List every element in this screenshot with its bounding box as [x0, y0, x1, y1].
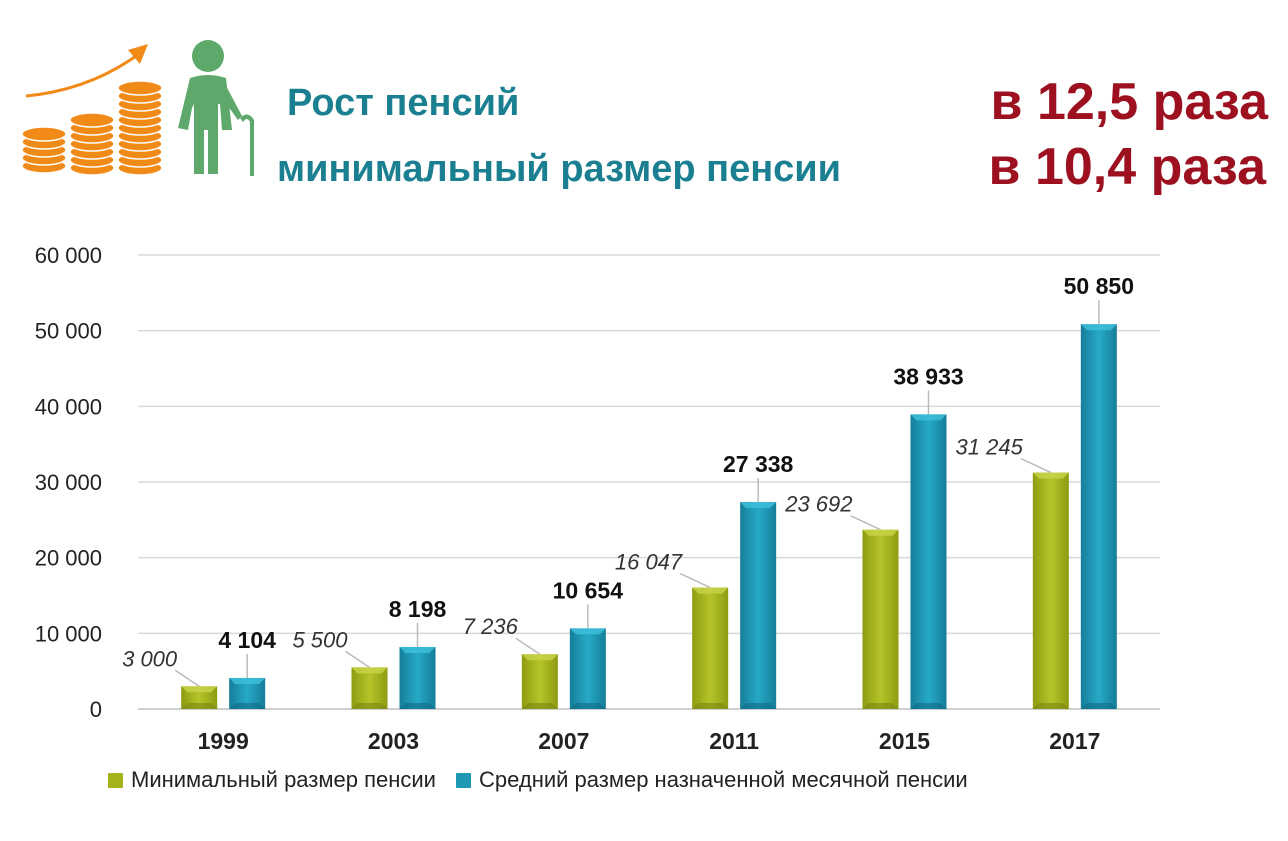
data-label-min: 23 692 [784, 492, 852, 517]
bar-bevel-bottom [181, 703, 218, 709]
x-tick-label: 2003 [368, 728, 419, 754]
bar-bevel-bottom [569, 703, 606, 709]
growth-factor-1: в 12,5 раза [990, 73, 1268, 131]
legend-swatch-min [108, 772, 123, 788]
data-label-min: 3 000 [122, 646, 178, 671]
y-tick-label: 0 [90, 697, 102, 722]
bar-bevel-top [910, 414, 947, 421]
bar-bevel-top [181, 686, 218, 693]
bar-min: 7 236 [463, 614, 558, 709]
legend: Минимальный размер пенсии Средний размер… [108, 764, 988, 796]
growth-arrow-icon [25, 44, 148, 98]
bar-bevel-bottom [399, 703, 436, 709]
y-tick-label: 20 000 [35, 546, 102, 571]
growth-factor-2: в 10,4 раза [988, 138, 1266, 196]
bar-body [521, 654, 558, 709]
bar-bevel-top [569, 628, 606, 635]
title-line-2: минимальный размер пенсии [277, 148, 842, 190]
bar-bevel-top [229, 677, 266, 684]
bar-bevel-top [740, 502, 777, 509]
bar-body [351, 667, 388, 709]
bar-bevel-bottom [521, 703, 558, 709]
bar-body [1080, 324, 1117, 709]
bar-bevel-top [1032, 472, 1069, 479]
y-tick-label: 50 000 [35, 319, 102, 344]
data-label-avg: 10 654 [553, 577, 624, 603]
pension-bar-chart: 0 10 000 20 000 30 000 40 000 50 000 60 000 3 … [35, 243, 1160, 754]
data-label-min: 7 236 [463, 614, 519, 639]
elderly-person-icon [178, 40, 254, 176]
title-line-1: Рост пенсий [287, 82, 520, 124]
legend-label-min: Минимальный размер пенсии [131, 767, 436, 792]
bar-bevel-bottom [229, 703, 266, 709]
bar-avg: 4 104 [218, 627, 276, 709]
data-label-avg: 50 850 [1064, 273, 1134, 299]
bar-body [740, 502, 777, 709]
bar-min: 16 047 [615, 550, 729, 709]
legend-label-avg: Средний размер назначенной месячной пенс… [478, 767, 968, 792]
bar-bevel-top [1080, 324, 1117, 331]
bar-bevel-top [351, 667, 388, 674]
data-label-avg: 38 933 [893, 363, 963, 389]
data-label-avg: 8 198 [389, 596, 447, 622]
header-illustration [21, 40, 254, 176]
x-tick-label: 2017 [1049, 728, 1100, 754]
x-tick-label: 1999 [198, 728, 249, 754]
x-tick-label: 2011 [709, 728, 759, 754]
data-label-avg: 4 104 [218, 627, 276, 653]
bar-bevel-top [521, 654, 558, 661]
bar-min: 31 245 [956, 435, 1069, 709]
legend-item-min: Минимальный размер пенсии [108, 767, 436, 793]
x-tick-label: 2007 [538, 728, 589, 754]
bar-bevel-bottom [910, 703, 947, 709]
bar-bevel-bottom [692, 703, 729, 709]
bar-min: 5 500 [292, 627, 388, 709]
bar-bevel-top [399, 646, 436, 653]
y-tick-label: 30 000 [35, 470, 102, 495]
legend-item-avg: Средний размер назначенной месячной пенс… [455, 767, 968, 793]
bar-body [692, 587, 729, 709]
y-axis-ticks: 0 10 000 20 000 30 000 40 000 50 000 60 000 [35, 243, 102, 722]
bar-avg: 27 338 [723, 451, 794, 709]
x-axis-ticks: 1999 2003 2007 2011 2015 2017 [198, 728, 1101, 754]
bar-body [399, 646, 436, 709]
data-label-min: 16 047 [615, 550, 683, 575]
coin-stacks-icon [21, 80, 163, 176]
data-label-leader [174, 669, 200, 687]
bar-bevel-bottom [862, 703, 899, 709]
y-tick-label: 60 000 [35, 243, 102, 268]
data-label-min: 5 500 [292, 627, 348, 652]
gridlines [138, 254, 1160, 710]
bar-avg: 8 198 [389, 596, 447, 709]
bar-bevel-top [692, 587, 729, 594]
bar-bevel-top [862, 529, 899, 536]
bar-bevel-bottom [740, 703, 777, 709]
legend-swatch-avg [455, 772, 471, 788]
data-label-leader [1020, 457, 1052, 474]
bar-body [910, 414, 947, 709]
data-label-leader [515, 637, 541, 655]
bar-body [569, 628, 606, 709]
data-label-avg: 27 338 [723, 451, 794, 477]
bar-bevel-bottom [351, 703, 388, 709]
bar-avg: 50 850 [1064, 273, 1134, 709]
x-tick-label: 2015 [879, 728, 930, 754]
bar-min: 3 000 [122, 646, 218, 709]
y-tick-label: 40 000 [35, 394, 102, 419]
bar-min: 23 692 [784, 492, 899, 709]
y-tick-label: 10 000 [35, 621, 102, 646]
bar-avg: 38 933 [893, 363, 964, 709]
bar-bevel-bottom [1032, 703, 1069, 709]
bar-bevel-bottom [1080, 703, 1117, 709]
data-label-leader [345, 650, 370, 669]
data-label-leader [679, 572, 711, 589]
data-label-min: 31 245 [956, 435, 1024, 460]
data-label-leader [850, 515, 881, 531]
bar-avg: 10 654 [553, 577, 624, 709]
bar-body [1032, 472, 1069, 709]
bar-body [862, 529, 899, 709]
